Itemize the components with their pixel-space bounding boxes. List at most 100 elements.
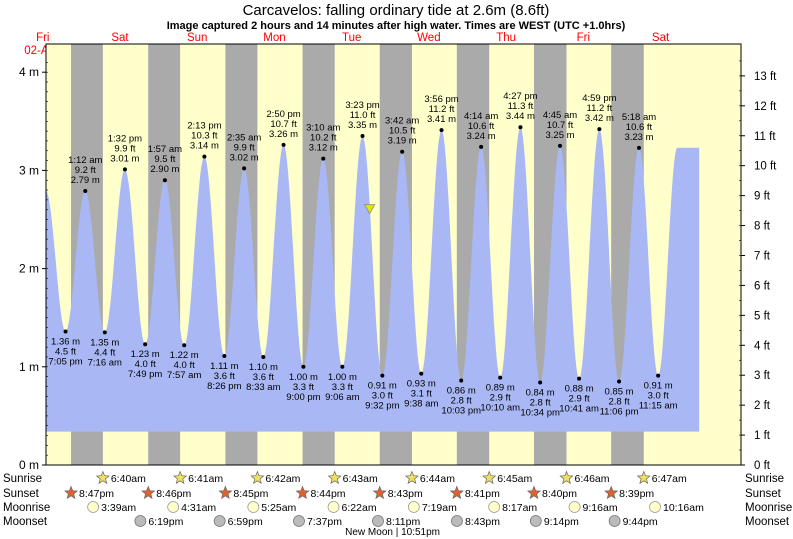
moonrise-icon [167, 501, 180, 513]
tide-label: 3.0 ft [372, 391, 393, 402]
sunset-row-label-right: Sunset [745, 488, 782, 500]
moonrise-icon [488, 501, 501, 513]
tide-label: 4.4 ft [94, 347, 115, 358]
tide-label: 3.0 ft [648, 391, 669, 402]
tide-label: 3.12 m [309, 143, 338, 154]
plot-area: 1.36 m4.5 ft7:05 pm 1:12 am9.2 ft2.79 m 1.… [46, 44, 741, 465]
right-tick-label: 10 ft [754, 161, 777, 173]
sunrise-time: 6:41am [188, 473, 223, 485]
sunset-icon [295, 485, 310, 500]
right-tick-label: 2 ft [754, 400, 771, 412]
tide-label: 10.5 ft [389, 126, 416, 137]
tide-label: 2.79 m [71, 175, 100, 186]
moonrise-icon [568, 501, 581, 513]
left-tick-label: 3 m [19, 163, 39, 177]
tide-label: 4.0 ft [174, 360, 195, 371]
sunrise-time: 6:43am [343, 473, 378, 485]
tide-label: 2.9 ft [490, 393, 511, 404]
moonset-row-label-right: Moonset [745, 516, 790, 528]
sunset-time: 8:40pm [542, 488, 577, 500]
day-of-week-label: Tue [342, 32, 361, 44]
tide-label: 8:33 am [246, 382, 280, 393]
right-tick-label: 13 ft [754, 71, 777, 83]
day-of-week-label: Wed [417, 32, 440, 44]
tide-extreme-point [63, 329, 68, 334]
tide-label: 7:49 pm [128, 369, 162, 380]
tide-label: 8:26 pm [207, 381, 241, 392]
sunset-icon [141, 485, 156, 500]
tide-label: 1.11 m [210, 361, 238, 372]
sunset-time: 8:45pm [233, 488, 268, 500]
tide-extreme-point [617, 379, 622, 384]
tide-label: 3.14 m [190, 141, 219, 152]
plot-frame [45, 43, 742, 466]
day-of-week-label: Fri [36, 32, 49, 44]
moonset-icon [134, 515, 147, 527]
tide-extreme-point [301, 364, 306, 369]
sunset-time: 8:41pm [465, 488, 500, 500]
moonrise-time: 7:19am [422, 502, 457, 514]
left-tick-label: 2 m [19, 262, 39, 276]
sunrise-icon [404, 470, 419, 485]
tide-label: 3:10 am [306, 123, 340, 134]
tide-label: 0.93 m [407, 379, 436, 390]
day-of-week-label: Sun [187, 32, 207, 44]
moonrise-time: 3:39am [101, 502, 136, 514]
tide-label: 4.5 ft [55, 346, 76, 357]
tide-extreme-point [242, 166, 247, 171]
tide-extreme-point [577, 376, 582, 381]
tide-label: 10:34 pm [520, 408, 560, 419]
tide-extreme-point [202, 154, 207, 159]
sunset-icon [218, 485, 233, 500]
tide-label: 10.6 ft [468, 121, 495, 132]
moonset-icon [213, 515, 226, 527]
tide-label: 9:38 am [404, 399, 438, 410]
tide-label: 2:50 pm [266, 109, 300, 120]
day-of-week-label: Thu [496, 32, 516, 44]
sunrise-time: 6:47am [652, 473, 687, 485]
sunset-icon [372, 485, 387, 500]
tide-label: 1.10 m [249, 362, 278, 373]
tide-label: 1.22 m [170, 350, 199, 361]
left-tick-label: 0 m [19, 458, 39, 472]
sunset-icon [64, 485, 79, 500]
right-tick-label: 0 ft [754, 460, 771, 472]
tide-label: 7:16 am [88, 357, 122, 368]
tide-label: 11.2 ft [429, 104, 455, 115]
tide-label: 3:42 am [385, 116, 419, 127]
sunrise-icon [327, 470, 342, 485]
tide-label: 2.8 ft [530, 398, 551, 409]
tide-extreme-point [162, 178, 167, 183]
sunrise-time: 6:42am [265, 473, 300, 485]
tide-label: 3.42 m [585, 113, 614, 124]
tide-label: 9:06 am [325, 392, 359, 403]
tide-label: 9.9 ft [234, 142, 255, 153]
tide-label: 3.3 ft [332, 382, 353, 393]
tide-label: 11.3 ft [508, 101, 534, 112]
tide-label: 1:12 am [68, 155, 102, 166]
tide-extreme-point [281, 142, 286, 147]
tide-label: 9:00 pm [286, 392, 320, 403]
moonset-icon [608, 515, 621, 527]
current-tide-marker [364, 204, 376, 215]
right-tick-label: 1 ft [754, 430, 771, 442]
moonset-time: 9:44pm [623, 516, 658, 528]
tide-label: 10.3 ft [191, 131, 218, 142]
tide-label: 9.5 ft [154, 154, 175, 165]
moonrise-time: 5:25am [261, 502, 296, 514]
axes: 0 m 1 m 2 m 3 m 4 m 0 ft 1 ft 2 ft 3 ft 4 ft 5 ft 6… [19, 43, 777, 472]
sunrise-icon [636, 470, 651, 485]
sunset-time: 8:43pm [388, 488, 423, 500]
sunrise-icon [559, 470, 574, 485]
sunset-time: 8:39pm [619, 488, 654, 500]
tide-label: 11:06 pm [600, 407, 639, 418]
tide-label: 10.2 ft [310, 133, 337, 144]
sunrise-time: 6:45am [497, 473, 532, 485]
tide-label: 4:27 pm [503, 91, 537, 102]
tide-label: 3.02 m [230, 152, 259, 163]
tide-label: 10:10 am [480, 403, 520, 414]
tide-label: 3.35 m [348, 120, 377, 131]
right-tick-label: 4 ft [754, 340, 771, 352]
moonset-icon [451, 515, 463, 527]
tide-label: 3.01 m [110, 153, 139, 164]
